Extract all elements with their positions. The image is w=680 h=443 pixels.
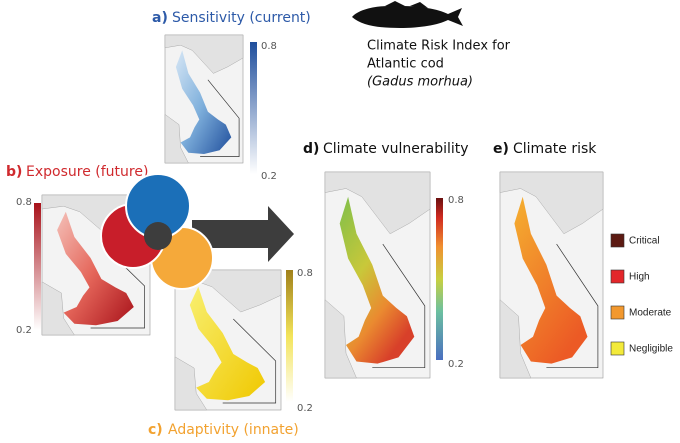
- colorbar: [286, 270, 293, 402]
- panel-label: Climate vulnerability: [323, 141, 469, 157]
- boundary: [372, 243, 426, 369]
- legend-swatch: [610, 305, 625, 320]
- land: [324, 299, 357, 379]
- legend-swatch: [610, 233, 625, 248]
- species-region: [57, 211, 134, 326]
- land: [324, 171, 431, 235]
- land: [499, 299, 532, 379]
- colorbar-max: 0.8: [297, 268, 313, 279]
- panel-letter: c): [148, 422, 163, 438]
- legend-label: High: [629, 272, 650, 283]
- land: [499, 171, 604, 235]
- legend: Critical High Moderate Negligible: [610, 233, 673, 356]
- maps: [41, 34, 604, 411]
- title-line: Atlantic cod: [367, 57, 444, 72]
- land: [174, 356, 208, 411]
- panel-letter: e): [493, 141, 509, 157]
- colorbar-min: 0.2: [261, 171, 277, 182]
- title-line: Climate Risk Index for: [367, 39, 511, 54]
- colorbar-max: 0.8: [448, 195, 464, 206]
- legend-label: Moderate: [629, 308, 672, 319]
- colorbar-max: 0.8: [261, 41, 277, 52]
- boundary: [546, 243, 599, 369]
- colorbar-min: 0.2: [448, 359, 464, 370]
- species-region: [189, 286, 266, 401]
- species-region: [339, 196, 415, 364]
- venn-center: [144, 222, 172, 250]
- panel-label: Adaptivity (innate): [168, 422, 299, 438]
- land: [164, 113, 189, 164]
- arrow: [192, 206, 294, 262]
- title-line: (Gadus morhua): [367, 75, 473, 90]
- species-region: [514, 196, 588, 364]
- panel-label: Sensitivity (current): [172, 10, 311, 26]
- legend-swatch: [610, 341, 625, 356]
- colorbar: [436, 198, 443, 360]
- panel-label: Exposure (future): [26, 164, 148, 180]
- colorbar-max: 0.8: [16, 197, 32, 208]
- colorbar: [34, 203, 41, 330]
- legend-swatch: [610, 269, 625, 284]
- legend-label: Critical: [629, 236, 660, 247]
- land: [41, 281, 75, 336]
- boundary: [200, 79, 240, 157]
- panel-letter: a): [152, 10, 168, 26]
- legend-label: Negligible: [629, 344, 673, 355]
- boundary: [222, 318, 277, 404]
- land: [164, 34, 244, 74]
- panel-label: Climate risk: [513, 141, 597, 157]
- colorbar: [250, 42, 257, 174]
- colorbar-min: 0.2: [297, 403, 313, 414]
- cod-icon: [352, 1, 463, 28]
- panel-letter: d): [303, 141, 319, 157]
- species-region: [175, 50, 232, 154]
- colorbar-min: 0.2: [16, 325, 32, 336]
- panel-letter: b): [6, 164, 22, 180]
